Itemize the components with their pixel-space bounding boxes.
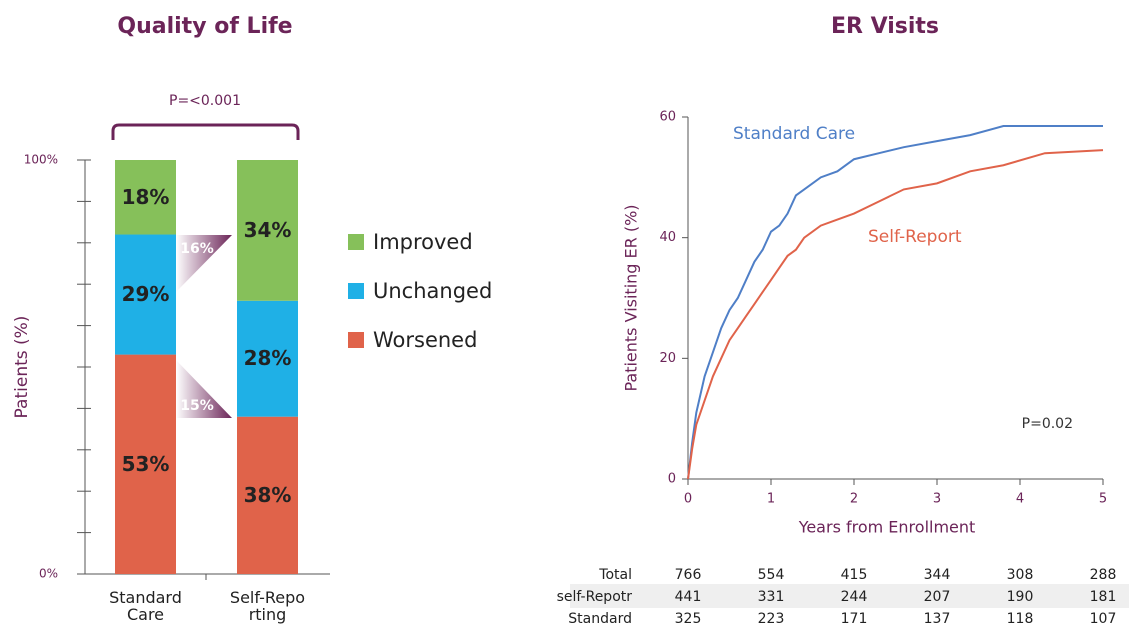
table-cell: 137 — [924, 611, 951, 627]
row-label: Standard — [568, 611, 632, 627]
table-cell: 107 — [1090, 611, 1117, 627]
row-band — [570, 584, 1129, 608]
chart-title: ER Visits — [831, 14, 939, 39]
table-cell: 554 — [758, 567, 785, 583]
bar-segment — [115, 354, 176, 574]
annotation: 15% — [180, 398, 214, 414]
x-tick-label: Self-Reporting — [229, 588, 306, 624]
legend-label: Standard Care — [733, 124, 855, 144]
legend-label: Unchanged — [373, 279, 492, 303]
row-label: Total — [598, 567, 632, 583]
table-cell: 288 — [1090, 567, 1117, 583]
annotation: 16% — [180, 241, 214, 257]
y-tick-label: 60 — [659, 110, 676, 125]
x-tick-label: 5 — [1099, 492, 1107, 507]
bar-segment — [115, 234, 176, 355]
legend-swatch — [348, 332, 364, 348]
line — [687, 125, 1103, 480]
table-cell: 118 — [1007, 611, 1034, 627]
legend-swatch — [348, 234, 364, 250]
value-label: 18% — [122, 185, 170, 209]
table-cell: 207 — [924, 589, 951, 605]
bracket — [111, 123, 300, 140]
table-cell: 325 — [675, 611, 702, 627]
bar-segment — [237, 300, 298, 417]
bar-segment — [237, 160, 298, 301]
table-cell: 244 — [841, 589, 868, 605]
table-cell: 331 — [758, 589, 785, 605]
table-cell: 171 — [841, 611, 868, 627]
row-label: self-Repotr — [557, 589, 633, 605]
legend-swatch — [348, 283, 364, 299]
x-tick-label: 2 — [850, 492, 858, 507]
y-axis-label: Patients Visiting ER (%) — [622, 204, 641, 391]
y-tick-label: 0% — [39, 567, 58, 581]
y-tick-label: 0 — [668, 472, 676, 487]
shift-arrow — [176, 235, 232, 292]
table-cell: 766 — [675, 567, 702, 583]
value-label: 38% — [244, 483, 292, 507]
table-cell: 190 — [1007, 589, 1034, 605]
legend-label: Self-Report — [868, 227, 962, 247]
table-cell: 441 — [675, 589, 702, 605]
table-cell: 181 — [1090, 589, 1117, 605]
x-tick-label: 0 — [684, 492, 692, 507]
y-tick-label: 20 — [659, 351, 676, 366]
line — [687, 149, 1104, 480]
value-label: 34% — [244, 218, 292, 242]
annotation: P=0.02 — [1022, 416, 1073, 432]
table-cell: 344 — [924, 567, 951, 583]
x-tick-label: 4 — [1016, 492, 1024, 507]
y-tick-label: 40 — [659, 230, 676, 245]
x-tick-label: Standard Care — [109, 588, 182, 624]
y-tick-label: 100% — [24, 153, 58, 167]
shift-arrow — [176, 360, 232, 418]
annotation: P=<0.001 — [169, 93, 241, 109]
x-axis-label: Years from Enrollment — [798, 518, 976, 537]
bar-segment — [115, 160, 176, 235]
value-label: 53% — [122, 452, 170, 476]
y-axis-label: Patients (%) — [12, 316, 32, 419]
bar-segment — [237, 416, 298, 574]
legend-label: Worsened — [373, 328, 477, 352]
x-tick-label: 3 — [933, 492, 941, 507]
table-cell: 223 — [758, 611, 785, 627]
table-cell: 308 — [1007, 567, 1034, 583]
x-tick-label: 1 — [767, 492, 775, 507]
legend-label: Improved — [373, 230, 473, 254]
chart-title: Quality of Life — [117, 14, 292, 39]
value-label: 29% — [122, 282, 170, 306]
value-label: 28% — [244, 346, 292, 370]
table-cell: 415 — [841, 567, 868, 583]
